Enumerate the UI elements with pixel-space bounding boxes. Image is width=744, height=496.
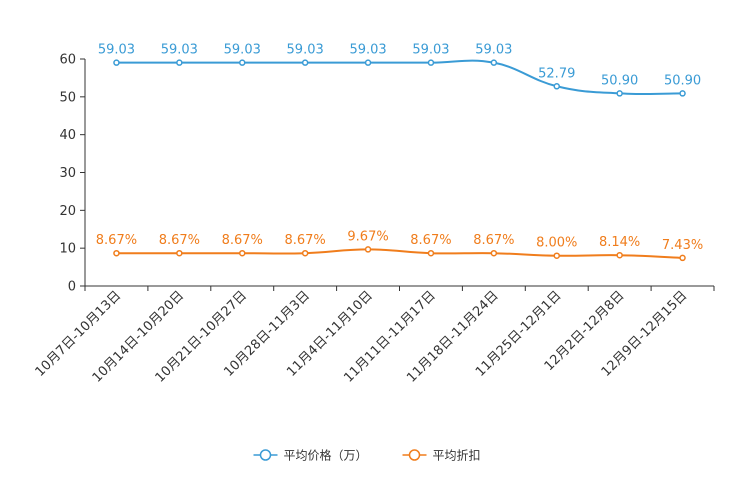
data-point bbox=[679, 254, 686, 262]
data-point bbox=[239, 249, 246, 257]
data-point bbox=[616, 90, 623, 97]
legend-label: 平均折扣 bbox=[433, 448, 481, 463]
data-label: 8.00% bbox=[536, 236, 577, 251]
series-1: 8.67% 8.67% 8.67% 8.67% 9.67% 8.67% 8.67% 8.00%… bbox=[96, 229, 703, 262]
data-label: 59.03 bbox=[475, 43, 512, 58]
data-label: 8.67% bbox=[96, 233, 137, 248]
data-label: 52.79 bbox=[538, 66, 575, 81]
y-tick-label: 0 bbox=[68, 280, 76, 295]
data-label: 59.03 bbox=[287, 43, 324, 58]
series-line bbox=[116, 59, 683, 96]
data-label: 8.67% bbox=[473, 233, 514, 248]
series-0: 59.03 59.03 59.03 59.03 59.03 59.03 59.03 52.79… bbox=[98, 43, 701, 97]
data-label: 59.03 bbox=[161, 43, 198, 58]
axes: 010203040506010月7日-10月13日10月14日-10月20日10… bbox=[33, 53, 715, 386]
legend-item-0: 平均价格（万） bbox=[253, 448, 368, 463]
data-label: 50.90 bbox=[601, 73, 638, 88]
data-point bbox=[616, 251, 623, 259]
data-label: 8.67% bbox=[159, 233, 200, 248]
data-point bbox=[427, 249, 435, 257]
data-point bbox=[490, 249, 498, 257]
series-layer: 59.03 59.03 59.03 59.03 59.03 59.03 59.03 52.79… bbox=[96, 43, 703, 262]
data-point bbox=[364, 246, 372, 253]
data-point bbox=[490, 59, 498, 66]
data-point bbox=[301, 59, 309, 66]
legend-label: 平均价格（万） bbox=[284, 448, 368, 463]
data-point bbox=[364, 59, 372, 66]
data-label: 8.67% bbox=[284, 233, 325, 248]
data-label: 59.03 bbox=[349, 43, 386, 58]
data-point bbox=[113, 59, 120, 66]
legend: 平均价格（万） 平均折扣 bbox=[253, 448, 481, 463]
legend-swatch-marker bbox=[408, 449, 421, 461]
data-point bbox=[553, 83, 560, 90]
legend-item-1: 平均折扣 bbox=[402, 448, 481, 463]
data-label: 59.03 bbox=[98, 43, 135, 58]
data-point bbox=[176, 59, 183, 66]
series-line bbox=[116, 248, 683, 259]
data-point bbox=[679, 90, 686, 97]
data-label: 59.03 bbox=[412, 43, 449, 58]
legend-swatch-marker bbox=[259, 449, 272, 461]
y-tick-label: 50 bbox=[59, 90, 76, 105]
data-point bbox=[301, 249, 309, 257]
data-label: 7.43% bbox=[662, 238, 703, 253]
data-point bbox=[176, 249, 183, 257]
data-point bbox=[427, 59, 435, 66]
data-label: 8.67% bbox=[410, 233, 451, 248]
data-label: 8.14% bbox=[599, 235, 640, 250]
data-point bbox=[239, 59, 246, 66]
y-tick-label: 30 bbox=[59, 166, 76, 181]
y-tick-label: 60 bbox=[59, 53, 76, 68]
y-tick-label: 20 bbox=[59, 204, 76, 219]
data-point bbox=[113, 249, 120, 257]
data-label: 8.67% bbox=[222, 233, 263, 248]
y-tick-label: 10 bbox=[59, 242, 76, 257]
data-point bbox=[553, 252, 560, 259]
data-label: 50.90 bbox=[664, 73, 701, 88]
data-label: 59.03 bbox=[224, 43, 261, 58]
data-label: 9.67% bbox=[347, 229, 388, 244]
y-tick-label: 40 bbox=[59, 128, 76, 143]
